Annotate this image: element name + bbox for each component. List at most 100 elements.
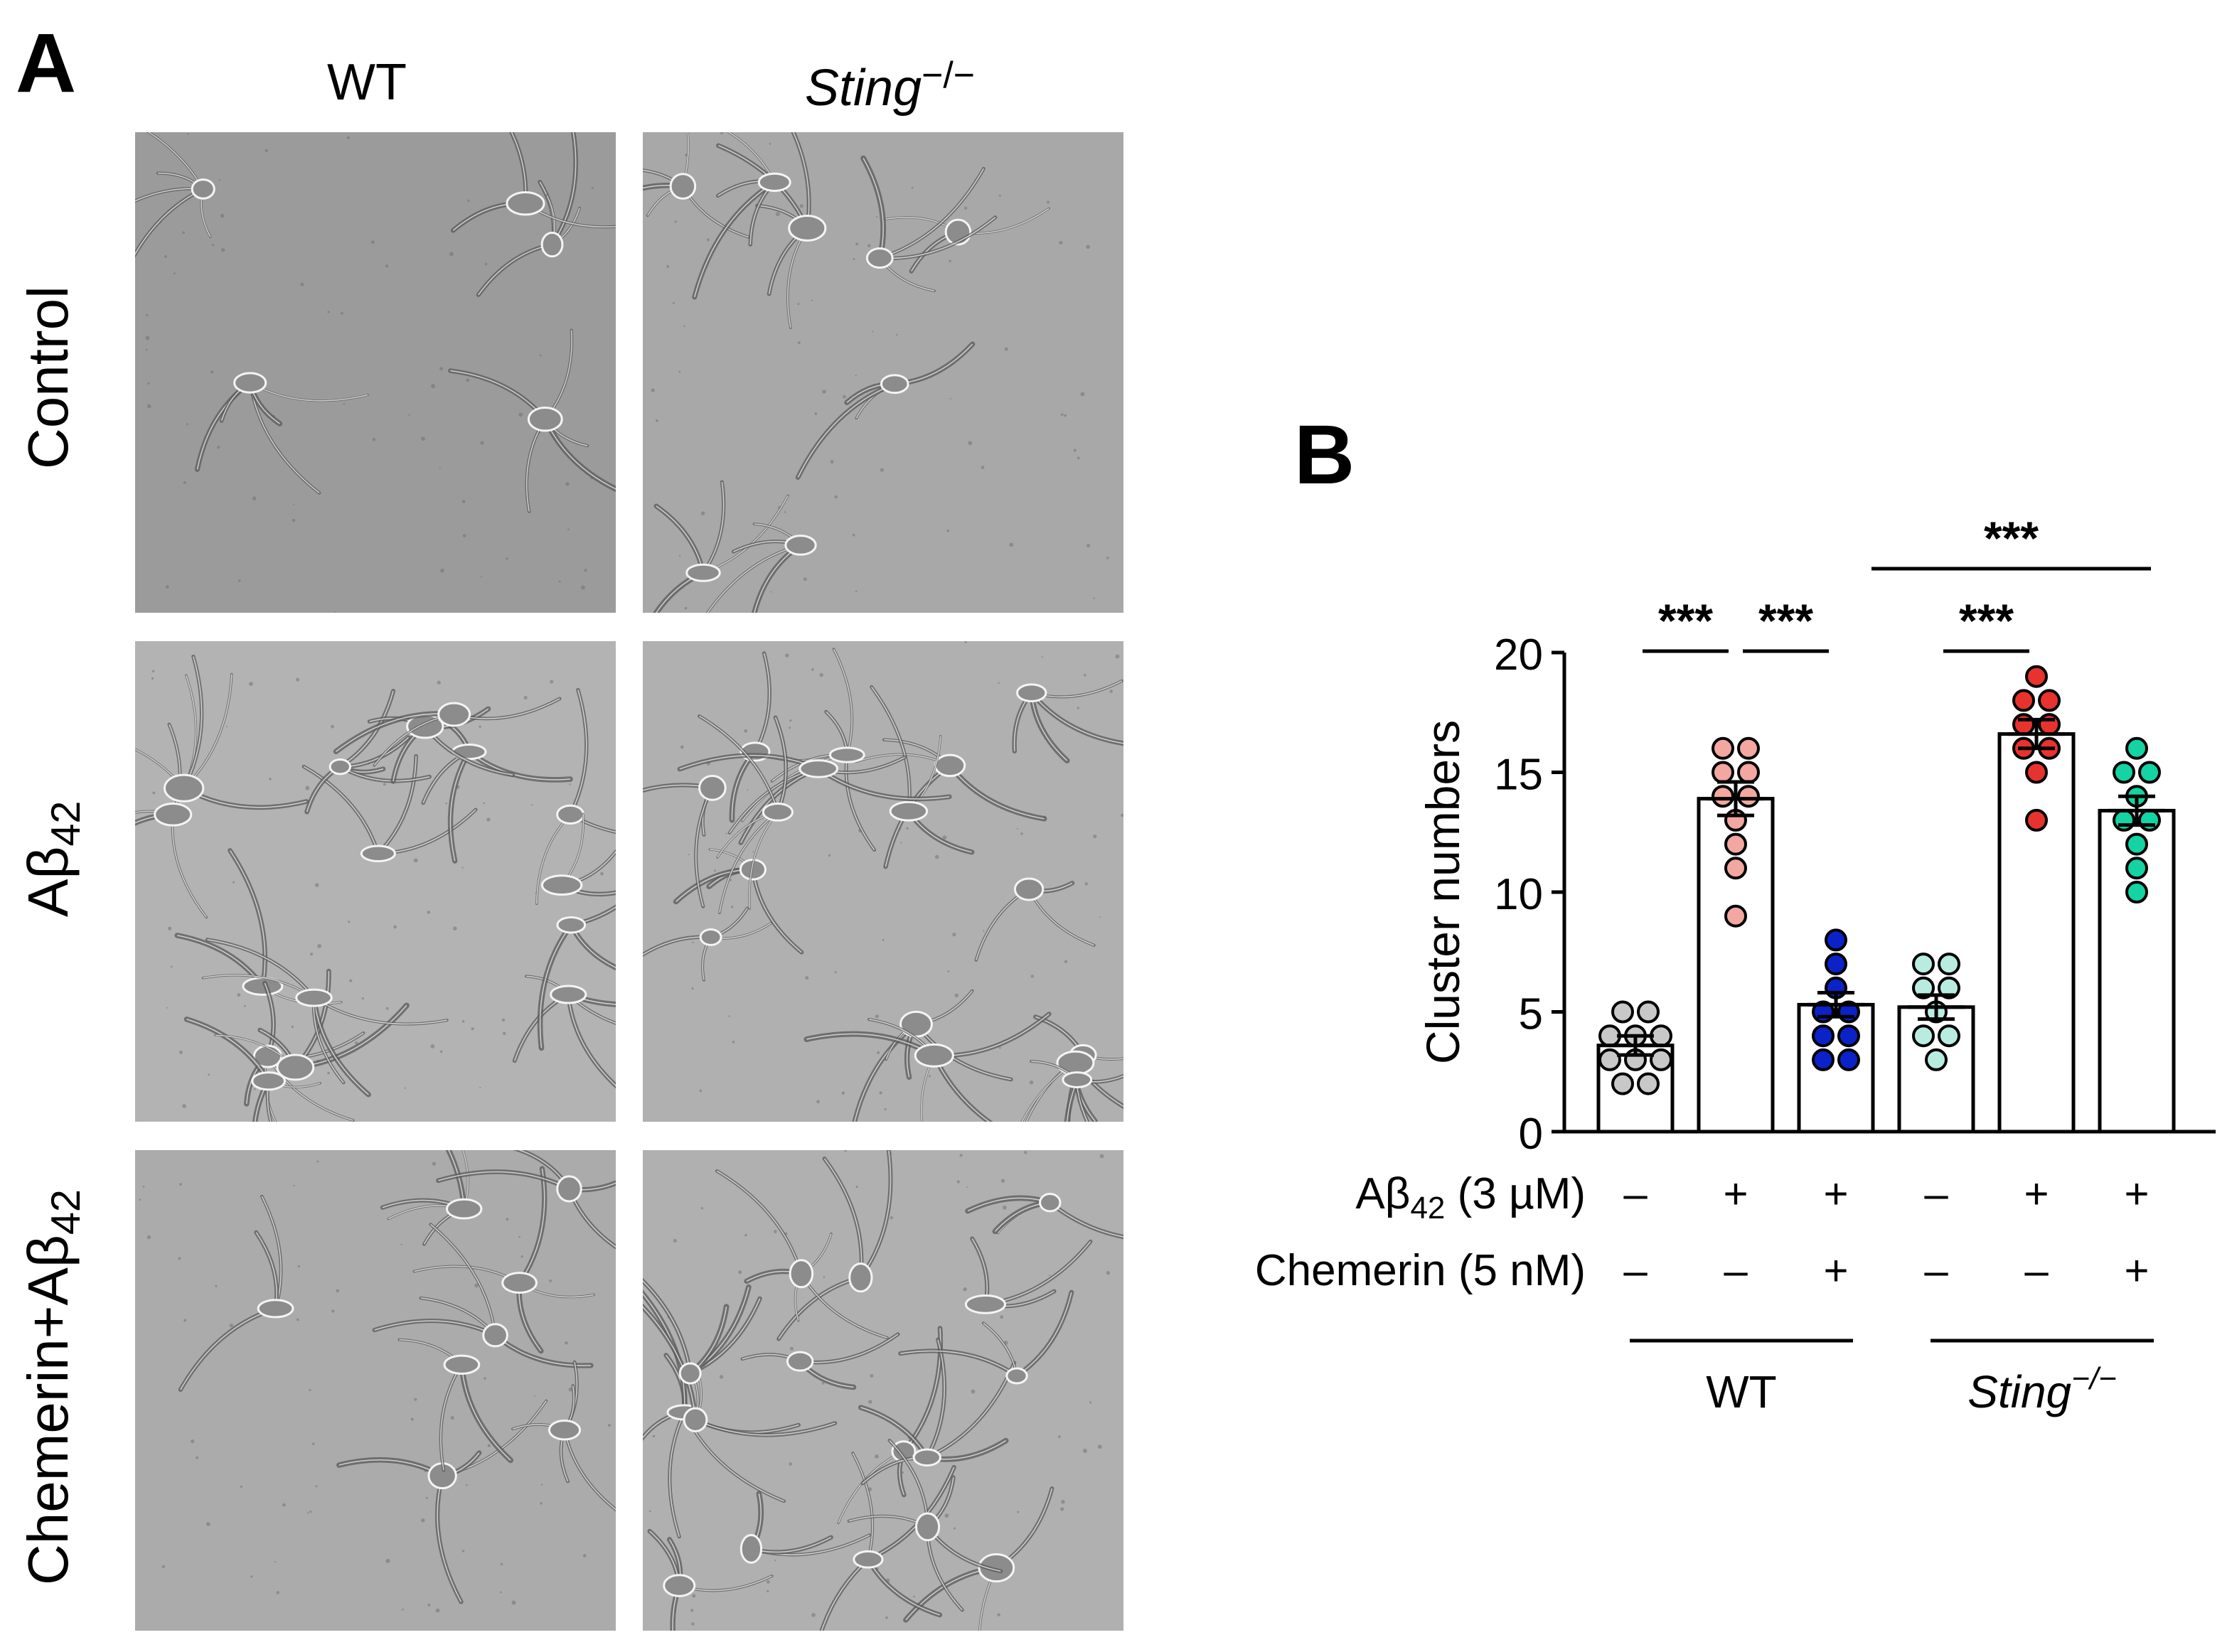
data-point bbox=[1837, 1000, 1860, 1024]
data-point bbox=[2125, 785, 2148, 808]
data-point bbox=[1938, 1024, 1960, 1048]
condition-sign: – bbox=[1623, 1170, 1648, 1218]
y-tick-label: 10 bbox=[1494, 870, 1543, 919]
data-point bbox=[2038, 689, 2061, 712]
data-point bbox=[2113, 808, 2135, 832]
data-point bbox=[2012, 689, 2035, 712]
condition-row-label: Aβ42 (3 µM) bbox=[1355, 1169, 1586, 1225]
column-header-wt: WT bbox=[327, 57, 407, 108]
condition-sign: + bbox=[1823, 1247, 1848, 1294]
group-label: WT bbox=[1706, 1366, 1777, 1417]
data-point bbox=[2113, 761, 2135, 784]
data-point bbox=[1812, 1024, 1835, 1048]
significance-label: *** bbox=[1658, 594, 1713, 647]
data-point bbox=[2125, 857, 2148, 880]
data-point bbox=[1938, 953, 1960, 976]
data-point bbox=[1650, 1048, 1672, 1071]
condition-sign: + bbox=[1823, 1170, 1848, 1218]
data-point bbox=[1825, 976, 1847, 999]
significance-label: *** bbox=[1959, 594, 2014, 647]
data-point bbox=[1737, 785, 1760, 808]
data-point bbox=[1712, 785, 1734, 808]
data-point bbox=[2025, 808, 2048, 832]
condition-sign: – bbox=[1924, 1170, 1948, 1218]
row-header-chemerin-sub: 42 bbox=[43, 1189, 89, 1235]
condition-sign: + bbox=[2024, 1170, 2049, 1218]
data-point bbox=[2125, 736, 2148, 760]
bar bbox=[1997, 732, 2076, 1134]
condition-row-label: Chemerin (5 nM) bbox=[1255, 1246, 1586, 1295]
data-point bbox=[1912, 1024, 1935, 1048]
y-axis-label: Cluster numbers bbox=[1416, 720, 1469, 1064]
data-point bbox=[1737, 736, 1760, 760]
data-point bbox=[1737, 761, 1760, 784]
data-point bbox=[2138, 808, 2161, 832]
micrograph-wt-chemerin bbox=[135, 1150, 616, 1631]
data-point bbox=[1724, 832, 1747, 856]
row-header-abeta-sub: 42 bbox=[43, 800, 89, 847]
y-tick-label: 15 bbox=[1494, 751, 1543, 800]
y-tick-label: 5 bbox=[1519, 990, 1543, 1039]
condition-sign: + bbox=[2124, 1247, 2149, 1294]
data-point bbox=[1712, 736, 1734, 760]
data-point bbox=[1837, 1024, 1860, 1048]
bar bbox=[2098, 808, 2176, 1134]
bar bbox=[1797, 1002, 1875, 1134]
significance-label: *** bbox=[1984, 512, 2039, 564]
row-header-abeta: Aβ42 bbox=[16, 800, 89, 917]
data-point bbox=[2138, 761, 2161, 784]
data-point bbox=[2025, 761, 2048, 784]
condition-sign: – bbox=[1724, 1247, 1748, 1294]
data-point bbox=[1825, 928, 1847, 952]
data-point bbox=[2012, 736, 2035, 760]
y-tick-label: 20 bbox=[1494, 631, 1543, 680]
micrograph-sting-abeta bbox=[643, 641, 1123, 1122]
data-point bbox=[1712, 761, 1734, 784]
data-point bbox=[1611, 1072, 1634, 1095]
panel-a-letter: A bbox=[16, 16, 77, 110]
micrograph-sting-chemerin bbox=[643, 1150, 1123, 1631]
column-header-sting: Sting−/− bbox=[805, 54, 976, 117]
y-tick-label: 0 bbox=[1519, 1110, 1543, 1159]
panel-b-letter: B bbox=[1294, 408, 1355, 502]
data-point bbox=[1598, 1048, 1621, 1071]
data-point bbox=[2012, 713, 2035, 736]
row-header-chemerin-label: Chemerin+Aβ bbox=[16, 1235, 80, 1585]
data-point bbox=[2038, 713, 2061, 736]
data-point bbox=[1624, 1024, 1647, 1048]
data-point bbox=[1724, 904, 1747, 928]
data-point bbox=[2038, 736, 2061, 760]
data-point bbox=[1912, 976, 1935, 999]
data-point bbox=[1812, 1000, 1835, 1024]
row-header-abeta-label: Aβ bbox=[16, 846, 80, 917]
micrograph-wt-control bbox=[135, 132, 616, 613]
row-header-control-label: Control bbox=[16, 286, 80, 469]
condition-sign: – bbox=[1623, 1247, 1648, 1294]
column-header-wt-label: WT bbox=[327, 54, 407, 111]
micrograph-sting-control bbox=[643, 132, 1123, 613]
column-header-sting-label: Sting bbox=[805, 60, 922, 117]
condition-sign: – bbox=[1924, 1247, 1948, 1294]
significance-label: *** bbox=[1758, 594, 1813, 647]
bar bbox=[1697, 797, 1775, 1134]
data-point bbox=[1637, 1000, 1660, 1024]
micrograph-wt-abeta bbox=[135, 641, 616, 1122]
condition-sign: + bbox=[2124, 1170, 2149, 1218]
data-point bbox=[2025, 665, 2048, 688]
data-point bbox=[1650, 1024, 1672, 1048]
condition-sign: + bbox=[1723, 1170, 1748, 1218]
data-point bbox=[1598, 1024, 1621, 1048]
group-label: Sting−/− bbox=[1967, 1361, 2117, 1417]
row-header-chemerin: Chemerin+Aβ42 bbox=[16, 1189, 89, 1585]
bar bbox=[1897, 1005, 1975, 1134]
row-header-control: Control bbox=[16, 286, 80, 469]
data-point bbox=[1812, 1048, 1835, 1071]
data-point bbox=[1837, 1048, 1860, 1071]
column-header-sting-sup: −/− bbox=[922, 54, 976, 95]
data-point bbox=[1912, 953, 1935, 976]
data-point bbox=[1724, 808, 1747, 832]
data-point bbox=[2125, 832, 2148, 856]
bar bbox=[1596, 1044, 1675, 1134]
data-point bbox=[1724, 857, 1747, 880]
data-point bbox=[1925, 1048, 1948, 1071]
